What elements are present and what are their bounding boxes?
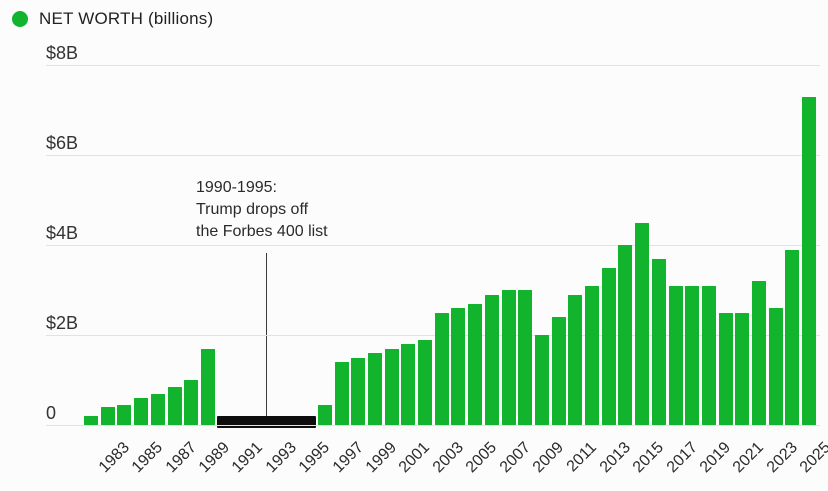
bar-2000[interactable] [384,348,399,425]
bar-2015[interactable] [635,222,650,425]
gridline-6b [46,154,820,156]
bar-2009[interactable] [534,335,549,425]
bar-2024[interactable] [785,249,800,425]
bar-2002[interactable] [418,339,432,425]
bar-2013[interactable] [601,267,616,425]
bar-1988[interactable] [184,380,199,425]
y-tick-0: 0 [46,403,57,423]
bar-2014[interactable] [618,245,633,425]
annotation-line-3: the Forbes 400 list [196,223,328,240]
bar-1983[interactable] [100,407,115,425]
y-tick-8b: $8B [46,43,79,63]
bar-1986[interactable] [150,393,165,425]
gridline-4b [46,244,820,246]
bar-1989[interactable] [200,348,215,425]
bar-2010[interactable] [551,317,566,425]
bar-2005[interactable] [468,303,483,425]
bar-1984[interactable] [117,404,132,425]
y-tick-2b: $2B [46,313,79,333]
bar-1998[interactable] [351,357,366,425]
bar-2017[interactable] [668,285,683,425]
bar-2008[interactable] [518,290,533,425]
bar-2001[interactable] [401,344,416,425]
bar-1985[interactable] [134,398,149,425]
gridline-0 [46,424,820,426]
bar-2016[interactable] [651,258,666,425]
bar-2020[interactable] [718,312,733,425]
bar-2011[interactable] [568,294,583,425]
gridline-2b [46,334,820,336]
bar-2003[interactable] [434,312,449,425]
bar-1997[interactable] [334,362,349,425]
bar-2025[interactable] [802,96,817,425]
plot-area: 1990-1995: Trump drops off the Forbes 40… [46,43,820,428]
y-tick-4b: $4B [46,223,79,243]
chart-legend: NET WORTH (billions) [12,9,213,29]
legend-label: NET WORTH (billions) [39,9,214,28]
bar-2006[interactable] [484,294,499,425]
annotation-line-1: 1990-1995: [196,179,277,196]
annotation-text: 1990-1995: Trump drops off the Forbes 40… [196,177,328,243]
bar-2018[interactable] [685,285,700,425]
annotation-line-2: Trump drops off [196,201,309,218]
y-tick-6b: $6B [46,133,79,153]
gridline-8b [46,64,820,66]
bar-1987[interactable] [167,386,182,425]
legend-marker-icon [12,11,28,27]
bar-1999[interactable] [367,353,382,425]
bar-2012[interactable] [585,285,599,425]
bar-1996[interactable] [317,404,332,425]
off-list-bar[interactable] [216,416,317,428]
bar-2019[interactable] [701,285,716,425]
bar-2021[interactable] [735,312,750,425]
bar-1982[interactable] [84,416,98,425]
bar-2023[interactable] [768,308,783,425]
bar-2004[interactable] [451,308,466,425]
bar-2007[interactable] [501,290,516,425]
bar-2022[interactable] [752,281,766,425]
